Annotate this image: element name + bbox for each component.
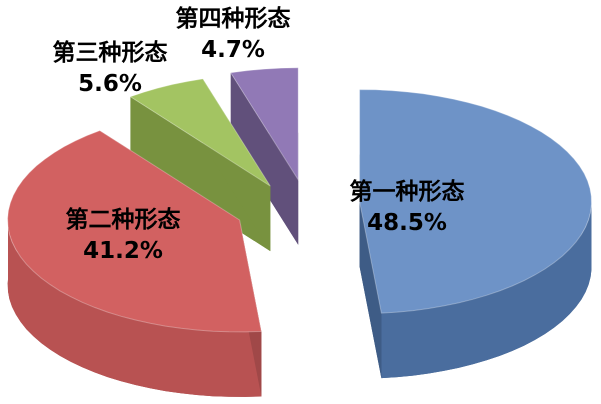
slice-1-value: 48.5% [367, 210, 447, 236]
slice-1-name: 第一种形态 [349, 179, 465, 205]
slice-2-name: 第二种形态 [65, 207, 181, 233]
slice-4-name: 第四种形态 [175, 6, 291, 32]
slice-3-value: 5.6% [78, 71, 142, 97]
slice-label-2: 第二种形态 41.2% [66, 205, 181, 267]
slice-4-value: 4.7% [201, 37, 265, 63]
slice-2-value: 41.2% [83, 238, 163, 264]
slice-label-4: 第四种形态 4.7% [176, 4, 291, 66]
slice-label-3: 第三种形态 5.6% [53, 38, 168, 100]
slice-3-name: 第三种形态 [52, 40, 168, 66]
slice-label-1: 第一种形态 48.5% [350, 177, 465, 239]
